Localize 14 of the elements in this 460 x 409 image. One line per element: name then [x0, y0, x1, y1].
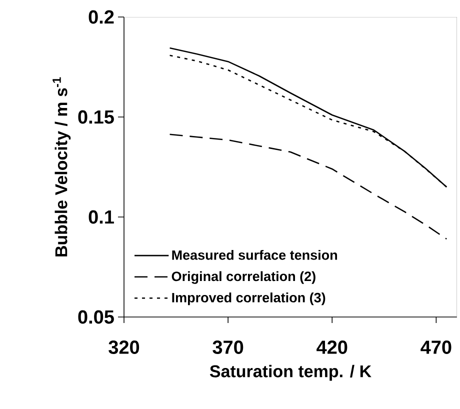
x-axis-title: Saturation temp. / K	[210, 364, 372, 381]
x-tick-label: 470	[420, 340, 452, 354]
legend-label: Original correlation (2)	[172, 271, 316, 284]
x-tick-label: 420	[316, 340, 348, 354]
y-tick-label: 0.1	[88, 210, 114, 224]
legend-label: Measured surface tension	[172, 250, 338, 260]
y-axis-title: Bubble Velocity / m s$^{-1}$	[52, 77, 71, 256]
x-tick-label: 370	[212, 340, 244, 354]
x-tick-label: 320	[108, 340, 140, 354]
y-tick-label: 0.15	[78, 110, 114, 124]
y-tick-label: 0.05	[78, 310, 114, 324]
line-series	[169, 134, 448, 240]
y-tick-label: 0.2	[88, 10, 114, 24]
legend-label: Improved correlation (3)	[172, 292, 326, 306]
